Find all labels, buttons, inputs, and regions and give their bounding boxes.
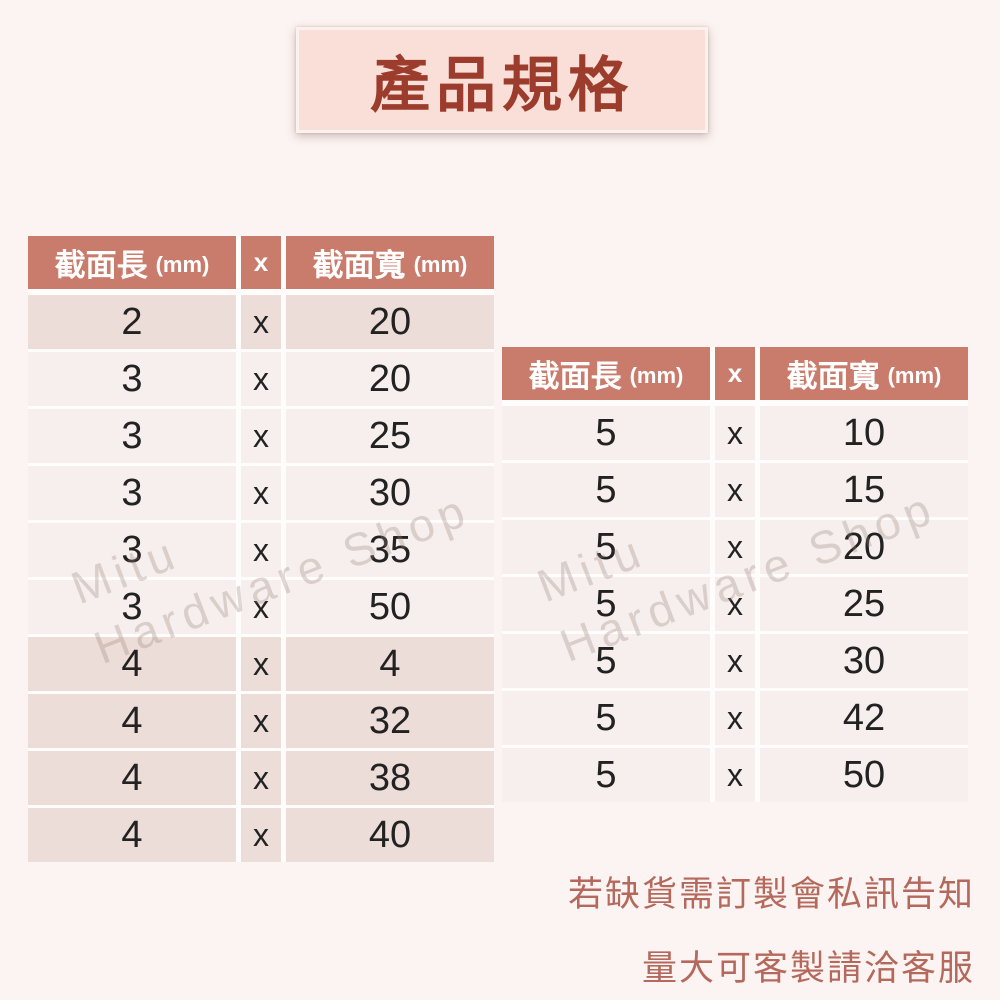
cell-width: 42 (760, 691, 968, 745)
cell-multiply: x (241, 352, 281, 406)
header-width-unit: (mm) (887, 362, 942, 388)
cell-width: 38 (286, 751, 494, 805)
cell-length: 5 (502, 406, 710, 460)
cell-multiply: x (715, 406, 755, 460)
cell-multiply: x (241, 580, 281, 634)
header-width-unit: (mm) (413, 251, 468, 277)
cell-width: 40 (286, 808, 494, 862)
header-length-label: 截面長 (54, 248, 148, 283)
cell-width: 32 (286, 694, 494, 748)
cell-length: 5 (502, 577, 710, 631)
header-cell-x: x (715, 347, 755, 400)
table-row: 4 x 4 (28, 637, 494, 691)
cell-length: 5 (502, 691, 710, 745)
spec-table-secondary: 截面長 (mm) x 截面寬 (mm) 5 x 10 5 x 15 5 x 20… (502, 347, 968, 802)
cell-length: 3 (28, 466, 236, 520)
header-width-label: 截面寬 (786, 359, 880, 394)
cell-multiply: x (715, 577, 755, 631)
cell-width: 15 (760, 463, 968, 517)
table-row: 4 x 38 (28, 751, 494, 805)
header-cell-length: 截面長 (mm) (28, 236, 236, 289)
table-row: 3 x 30 (28, 466, 494, 520)
header-cell-length: 截面長 (mm) (502, 347, 710, 400)
cell-width: 30 (286, 466, 494, 520)
table-row: 3 x 35 (28, 523, 494, 577)
header-cell-x: x (241, 236, 281, 289)
cell-multiply: x (241, 523, 281, 577)
cell-width: 35 (286, 523, 494, 577)
table-row: 5 x 30 (502, 634, 968, 688)
table-row: 3 x 20 (28, 352, 494, 406)
table-row: 3 x 50 (28, 580, 494, 634)
cell-width: 20 (286, 352, 494, 406)
footer-notes: 若缺貨需訂製會私訊告知 量大可客製請洽客服 (568, 866, 975, 991)
cell-multiply: x (241, 808, 281, 862)
header-cell-width: 截面寬 (mm) (760, 347, 968, 400)
cell-length: 5 (502, 520, 710, 574)
cell-length: 4 (28, 637, 236, 691)
note-line-2: 量大可客製請洽客服 (641, 949, 975, 988)
cell-multiply: x (241, 751, 281, 805)
cell-width: 25 (760, 577, 968, 631)
table-row: 5 x 15 (502, 463, 968, 517)
table-row: 5 x 25 (502, 577, 968, 631)
table-row: 4 x 32 (28, 694, 494, 748)
note-line-1: 若缺貨需訂製會私訊告知 (567, 875, 975, 914)
cell-length: 5 (502, 463, 710, 517)
cell-multiply: x (241, 637, 281, 691)
table-row: 3 x 25 (28, 409, 494, 463)
cell-multiply: x (715, 463, 755, 517)
table-row: 5 x 42 (502, 691, 968, 745)
table-header-row: 截面長 (mm) x 截面寬 (mm) (28, 236, 494, 289)
cell-width: 10 (760, 406, 968, 460)
table-header-row: 截面長 (mm) x 截面寬 (mm) (502, 347, 968, 400)
cell-multiply: x (241, 466, 281, 520)
cell-multiply: x (715, 748, 755, 802)
title-banner: 產品規格 (296, 27, 708, 133)
spec-table-primary: 截面長 (mm) x 截面寬 (mm) 2 x 20 3 x 20 3 x 25… (28, 236, 494, 862)
cell-length: 4 (28, 694, 236, 748)
page-title: 產品規格 (370, 51, 634, 119)
cell-length: 4 (28, 808, 236, 862)
cell-length: 3 (28, 352, 236, 406)
cell-width: 20 (760, 520, 968, 574)
cell-length: 3 (28, 580, 236, 634)
table-row: 2 x 20 (28, 295, 494, 349)
cell-width: 50 (286, 580, 494, 634)
cell-length: 3 (28, 523, 236, 577)
table-row: 4 x 40 (28, 808, 494, 862)
header-cell-width: 截面寬 (mm) (286, 236, 494, 289)
cell-length: 5 (502, 634, 710, 688)
cell-multiply: x (241, 295, 281, 349)
cell-multiply: x (241, 409, 281, 463)
cell-length: 5 (502, 748, 710, 802)
cell-multiply: x (715, 634, 755, 688)
table-row: 5 x 50 (502, 748, 968, 802)
cell-width: 20 (286, 295, 494, 349)
cell-multiply: x (715, 691, 755, 745)
header-length-label: 截面長 (528, 359, 622, 394)
header-length-unit: (mm) (629, 362, 684, 388)
header-width-label: 截面寬 (312, 248, 406, 283)
cell-width: 30 (760, 634, 968, 688)
cell-length: 2 (28, 295, 236, 349)
table-row: 5 x 10 (502, 406, 968, 460)
cell-width: 50 (760, 748, 968, 802)
cell-width: 4 (286, 637, 494, 691)
cell-length: 3 (28, 409, 236, 463)
cell-width: 25 (286, 409, 494, 463)
table-row: 5 x 20 (502, 520, 968, 574)
header-length-unit: (mm) (155, 251, 210, 277)
cell-multiply: x (241, 694, 281, 748)
cell-multiply: x (715, 520, 755, 574)
cell-length: 4 (28, 751, 236, 805)
